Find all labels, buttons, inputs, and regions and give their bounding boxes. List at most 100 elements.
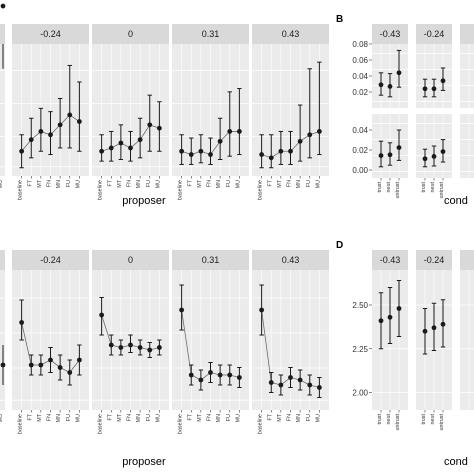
facet-c-4-point — [268, 380, 274, 385]
facet-d-0-x-tick-label: neut — [386, 414, 392, 425]
facet-c-4-point — [288, 375, 293, 380]
facet-c-4-x-tick-label: FN — [287, 414, 293, 421]
facet-a-4-x-tick-label: MN — [296, 180, 302, 188]
facet-d-0-x-tick-label: trust — [377, 413, 383, 424]
facet-a-2-x-tick-label: baseline — [98, 180, 104, 200]
panel-b-y-tick-label: 0.02 — [352, 146, 368, 155]
facet-a-0-x-tick-label: MU — [0, 180, 4, 188]
facet-b-1-row-1-point — [431, 154, 437, 159]
facet-c-2-x-tick-label: MU — [155, 414, 161, 422]
facet-a-3-x-tick-label: FU — [226, 180, 232, 187]
facet-a-4-x-tick-label: MU — [315, 180, 321, 188]
facet-b-1-x-tick-label: neut — [430, 182, 436, 193]
facet-c-2-x-tick-label: FT — [107, 413, 113, 420]
facet-b-0-row-0-point — [387, 84, 393, 89]
facet-c-3-point — [208, 370, 213, 375]
facet-c-1-strip-label: -0.24 — [40, 255, 61, 265]
facet-c-2-strip — [92, 250, 169, 270]
facet-a-4-point — [259, 152, 265, 157]
facet-b-0-row-1-point — [396, 145, 402, 151]
panel-d-y-tick-label: 2.00 — [352, 389, 368, 398]
x-axis-label-c: proposer — [122, 456, 166, 468]
facet-c-1-x-tick-label: baseline — [18, 414, 24, 434]
facet-d-1-point — [431, 325, 437, 331]
facet-a-4-x-tick-label: FT — [267, 179, 273, 186]
facet-c-4-x-tick-label: baseline — [258, 414, 264, 434]
facet-c-1-x-tick-label: FU — [66, 414, 72, 421]
facet-a-4-x-tick-label: FN — [287, 180, 293, 187]
facet-a-2-x-tick-label: FT — [107, 179, 113, 186]
panel-b-y-tick-label: 0.04 — [352, 72, 368, 81]
facet-d-0-x-tick-label: untrust — [395, 414, 401, 431]
facet-c-0-point — [0, 362, 6, 368]
facet-a-2-x-tick-label: FU — [146, 180, 152, 187]
facet-c-3-x-tick-label: MT — [197, 413, 203, 421]
facet-c-1-x-tick-label: FT — [27, 413, 33, 420]
facet-b-0-row-0-point — [396, 70, 402, 76]
facet-a-3-point — [227, 129, 233, 134]
facet-c-4-x-tick-label: MT — [277, 413, 283, 421]
facet-c-1-strip — [12, 250, 89, 270]
facet-a-1-point — [57, 122, 63, 128]
facet-c-1-x-tick-label: MT — [37, 413, 43, 421]
facet-a-1-point — [67, 112, 73, 118]
facet-c-4-x-tick-label: FU — [306, 414, 312, 421]
facet-a-4-x-tick-label: baseline — [258, 180, 264, 200]
facet-a-1-x-tick-label: MU — [75, 180, 81, 188]
facet-a-4-x-tick-label: MT — [277, 179, 283, 187]
facet-b-0-strip-label: -0.43 — [380, 29, 401, 39]
facet-c-1-x-tick-label: MN — [56, 414, 62, 422]
facet-c-2-x-tick-label: MT — [117, 413, 123, 421]
facet-c-2-x-tick-label: FU — [146, 414, 152, 421]
facet-c-3-x-tick-label: FN — [207, 414, 213, 421]
panel-b-y-tick-label: 0.02 — [352, 88, 368, 97]
x-axis-label-a: proposer — [122, 195, 166, 207]
facet-a-4-point — [278, 148, 284, 154]
facet-c-3-x-tick-label: baseline — [178, 414, 184, 434]
facet-c-3-strip-label: 0.31 — [202, 255, 220, 265]
facet-c-3-x-tick-label: MN — [216, 414, 222, 422]
facet-c-4-x-tick-label: MU — [315, 414, 321, 422]
facet-a-2-x-tick-label: MT — [117, 179, 123, 187]
facet-d-2-strip — [460, 250, 474, 270]
facet-c-3-point — [236, 375, 242, 380]
facet-c-3-point — [227, 372, 233, 378]
facet-a-4-strip-label: 0.43 — [282, 29, 300, 39]
facet-a-1-point — [76, 119, 82, 124]
facet-b-1-row-1-point — [440, 149, 446, 155]
facet-a-3-point — [217, 138, 223, 144]
facet-a-4-point — [288, 148, 293, 154]
facet-c-4-strip-label: 0.43 — [282, 255, 300, 265]
facet-c-2-point — [147, 347, 153, 353]
facet-d-1-x-tick-label: neut — [430, 414, 436, 425]
facet-b-1-strip-label: -0.24 — [424, 29, 445, 39]
facet-b-1-x-tick-label: untrust — [439, 182, 445, 199]
facet-a-1-x-tick-label: MT — [37, 179, 43, 187]
facet-a-4-point — [297, 138, 303, 144]
facet-d-1-point — [440, 321, 446, 327]
facet-a-2-strip-label: 0 — [128, 29, 133, 39]
panel-b-y-tick-label: 0.08 — [352, 40, 368, 49]
facet-b-0-x-tick-label: neut — [386, 182, 392, 193]
facet-a-1-point — [28, 137, 34, 143]
facet-a-4-strip — [252, 24, 329, 44]
facet-a-3-point — [188, 152, 194, 157]
facet-c-1-point — [48, 357, 53, 363]
facet-a-1-x-tick-label: baseline — [18, 180, 24, 200]
facet-d-0-strip-label: -0.43 — [380, 255, 401, 265]
facet-a-2-x-tick-label: MU — [155, 180, 161, 188]
facet-a-1-x-tick-label: MN — [56, 180, 62, 188]
facet-a-3-strip-label: 0.31 — [202, 29, 220, 39]
panel-b-y-tick-label: 0.00 — [352, 166, 368, 175]
facet-a-4-x-tick-label: FU — [306, 180, 312, 187]
facet-b-0-row-1-point — [387, 152, 393, 158]
facet-a-2-point — [137, 137, 143, 143]
facet-c-4-x-tick-label: MN — [296, 414, 302, 422]
facet-a-3-x-tick-label: FN — [207, 180, 213, 187]
facet-a-1-point — [48, 132, 53, 138]
facet-d-0-point — [396, 306, 402, 311]
facet-c-1-point — [57, 365, 63, 370]
